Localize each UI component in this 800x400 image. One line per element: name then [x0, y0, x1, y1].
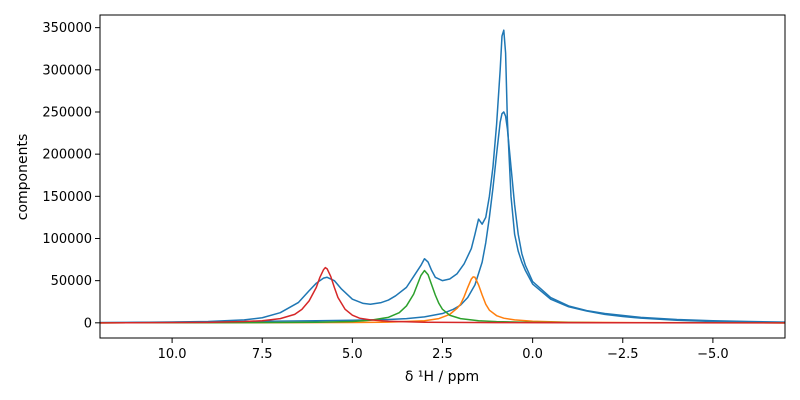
y-tick-label: 0 [84, 316, 92, 331]
x-tick-label: 0.0 [522, 347, 543, 362]
series-line-5 [100, 266, 785, 324]
y-tick-label: 250000 [42, 105, 92, 120]
x-axis-label: δ ¹H / ppm [405, 369, 479, 385]
series-line-1 [100, 29, 785, 324]
plot-background [100, 15, 785, 338]
series-layer [100, 29, 785, 324]
series-line-4 [100, 269, 785, 324]
y-axis-ticks: 0 50000 100000 150000 200000 250000 300000 3500… [42, 21, 100, 331]
x-tick-label: 2.5 [432, 347, 453, 362]
y-axis-label: components [15, 134, 31, 221]
y-tick-label: 200000 [42, 148, 92, 163]
y-tick-label: 150000 [42, 190, 92, 205]
x-tick-label: 5.0 [342, 347, 363, 362]
series-line-3 [100, 276, 785, 324]
x-tick-label: −5.0 [697, 347, 729, 362]
y-tick-label: 350000 [42, 21, 92, 36]
x-axis-ticks: 10.0 7.5 5.0 2.5 0.0 −2.5 −5.0 [158, 338, 729, 362]
y-tick-label: 50000 [51, 274, 92, 289]
y-tick-label: 100000 [42, 232, 92, 247]
x-tick-label: 7.5 [252, 347, 273, 362]
x-tick-label: 10.0 [158, 347, 187, 362]
x-tick-label: −2.5 [607, 347, 639, 362]
series-line-2 [100, 111, 785, 324]
y-tick-label: 300000 [42, 63, 92, 78]
